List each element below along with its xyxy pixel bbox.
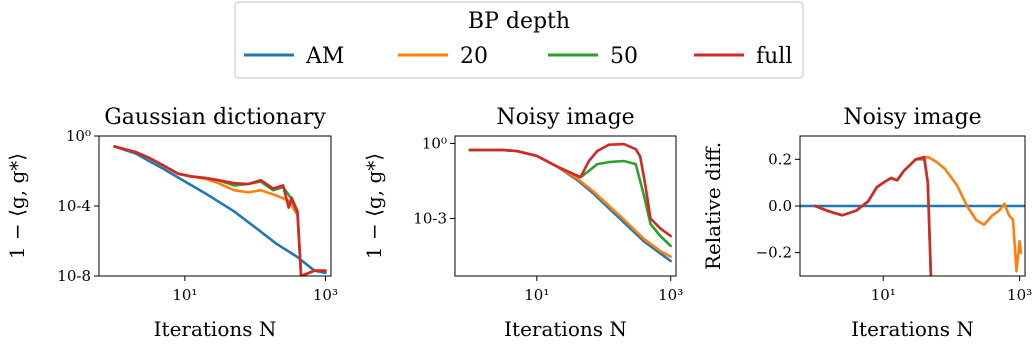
legend-entry: 50 [548,44,638,69]
y-axis-label: Relative diff. [701,142,725,270]
legend-entry: 20 [398,44,488,69]
panel-title: Noisy image [496,105,634,130]
series-line-50 [813,158,933,276]
y-tick-label: 10-3 [413,209,447,227]
y-tick-label: −0.2 [756,244,792,262]
legend-label: AM [305,44,344,69]
plot-area [468,142,672,263]
chart-panel: 10¹ 10³ 0.2 0.0 −0.2 Noisy image Iterations N R… [701,105,1032,341]
x-axis-label: Iterations N [851,317,974,341]
x-tick-label: 10³ [1007,286,1032,304]
chart-panels: 10¹ 10³ 10⁰ 10-4 10-8 Gaussian dictionary Iter… [5,105,1032,341]
y-tick-label: 10⁰ [422,135,447,153]
legend-frame [234,1,804,79]
legend-entry: full [694,44,792,69]
x-axis-label: Iterations N [154,317,277,341]
axes-frame [454,135,677,277]
plot-area [800,155,1025,276]
chart-panel: 10¹ 10³ 10⁰ 10-4 10-8 Gaussian dictionary Iter… [5,105,338,341]
x-tick-label: 10¹ [524,286,549,304]
y-tick-label: 10⁰ [66,127,91,145]
y-tick-label: 10-8 [57,267,91,285]
y-tick-label: 0.0 [768,197,792,215]
y-axis-label: 1 − ⟨g, g*⟩ [5,153,29,259]
y-tick-label: 0.2 [768,150,792,168]
legend-entries: AM 20 50 full [244,44,792,69]
y-tick-label: 10-4 [57,197,91,215]
plot-area [113,145,327,276]
legend: BP depth AM 20 50 full [234,1,804,79]
legend-entry: AM [244,44,344,69]
series-line-am [468,148,672,263]
series-line-full [813,155,933,276]
x-tick-label: 10¹ [871,286,896,304]
legend-label: 20 [460,44,488,69]
panel-title: Noisy image [843,105,981,130]
x-tick-label: 10³ [313,286,338,304]
chart-panel: 10¹ 10³ 10⁰ 10-3 Noisy image Iterations N 1 − … [362,105,683,341]
x-tick-label: 10³ [658,286,683,304]
legend-label: full [756,44,792,69]
legend-title: BP depth [468,9,570,34]
series-line-20 [113,145,327,276]
panel-title: Gaussian dictionary [104,105,326,130]
series-line-full [113,145,327,276]
legend-label: 50 [610,44,638,69]
x-tick-label: 10¹ [172,286,197,304]
x-axis-label: Iterations N [504,317,627,341]
series-line-full [468,142,672,238]
y-axis-label: 1 − ⟨g, g*⟩ [362,153,386,259]
